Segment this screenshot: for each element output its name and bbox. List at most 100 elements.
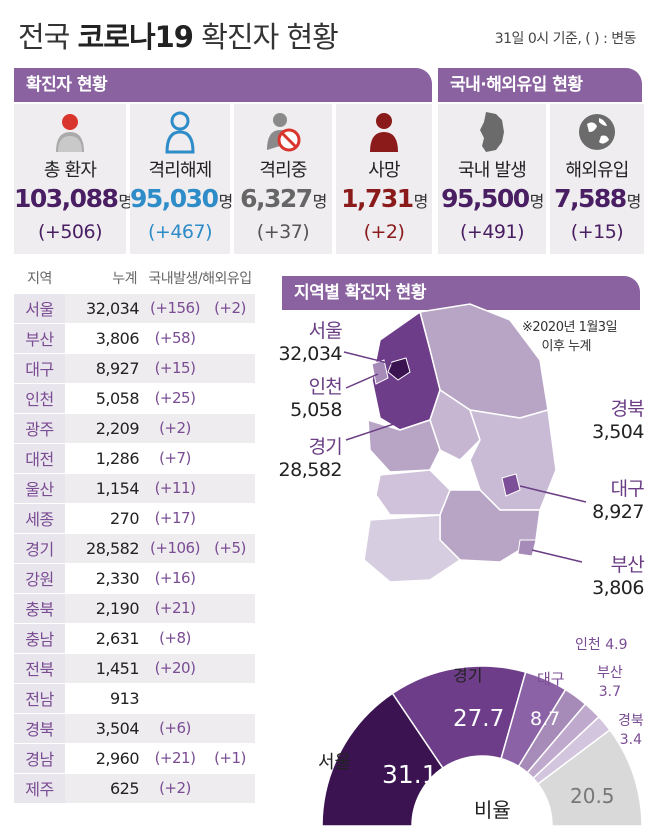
person-darkred-icon xyxy=(370,113,398,152)
card-label: 총 환자 xyxy=(43,160,97,181)
row-domestic: (+20) xyxy=(145,653,205,684)
ratio-slice-gyeonggi xyxy=(391,665,527,770)
row-abroad xyxy=(205,623,255,654)
title-prefix: 전국 xyxy=(18,20,70,54)
card-label: 격리해제 xyxy=(148,160,212,181)
row-total: 625 xyxy=(65,773,145,804)
table-row: 강원 2,330 (+16) xyxy=(14,563,255,594)
region-table: 지역 누계 국내발생/해외유입 서울 32,034 (+156) (+2) 부산 3,80… xyxy=(14,263,255,804)
row-region: 제주 xyxy=(14,773,65,804)
table-row: 울산 1,154 (+11) xyxy=(14,473,255,504)
card-domestic: 국내 발생 95,500명 (+491) xyxy=(438,104,546,254)
row-total: 270 xyxy=(65,503,145,534)
card-label: 사망 xyxy=(368,160,400,181)
card-total: 총 환자 103,088명 (+506) xyxy=(14,104,133,254)
table-row: 충남 2,631 (+8) xyxy=(14,623,255,654)
ratio-slice-other xyxy=(536,728,643,827)
korea-map xyxy=(343,303,587,583)
row-total: 2,631 xyxy=(65,623,145,654)
row-total: 3,504 xyxy=(65,713,145,744)
card-value: 103,088명 xyxy=(14,184,133,213)
card-isolated: 격리중 6,327명 (+37) xyxy=(234,104,332,254)
row-domestic: (+16) xyxy=(145,563,205,594)
table-row: 경남 2,960 (+21) (+1) xyxy=(14,743,255,774)
row-total: 28,582 xyxy=(65,533,145,564)
row-total: 2,190 xyxy=(65,593,145,624)
row-region: 충북 xyxy=(14,593,65,624)
row-total: 1,286 xyxy=(65,443,145,474)
row-total: 1,451 xyxy=(65,653,145,684)
table-row: 세종 270 (+17) xyxy=(14,503,255,534)
row-domestic: (+15) xyxy=(145,353,205,384)
header-total: 누계 xyxy=(65,263,145,294)
ratio-chart xyxy=(321,665,643,827)
ratio-incheon-label: 인천 4.9 xyxy=(575,637,628,653)
header-origin: 국내발생/해외유입 xyxy=(145,263,255,294)
row-region: 세종 xyxy=(14,503,65,534)
korea-map-icon xyxy=(480,112,504,152)
card-change: (+15) xyxy=(570,221,624,243)
table-body: 서울 32,034 (+156) (+2) 부산 3,806 (+58) 대구 8,927 (+1… xyxy=(14,293,255,804)
row-region: 울산 xyxy=(14,473,65,504)
map-section-header: 지역별 확진자 현황 xyxy=(282,276,640,310)
row-region: 경남 xyxy=(14,743,65,774)
table-row: 대구 8,927 (+15) xyxy=(14,353,255,384)
row-region: 광주 xyxy=(14,413,65,444)
row-domestic: (+11) xyxy=(145,473,205,504)
row-abroad: (+2) xyxy=(205,293,255,324)
row-total: 8,927 xyxy=(65,353,145,384)
card-change: (+2) xyxy=(363,221,405,243)
table-row: 부산 3,806 (+58) xyxy=(14,323,255,354)
card-abroad: 해외유입 7,588명 (+15) xyxy=(550,104,644,254)
card-label: 국내 발생 xyxy=(458,160,527,181)
row-total: 5,058 xyxy=(65,383,145,414)
row-abroad xyxy=(205,653,255,684)
row-domestic xyxy=(145,683,205,714)
row-region: 전남 xyxy=(14,683,65,714)
map-label-daegu: 대구 8,927 xyxy=(592,478,645,523)
ratio-gyeonggi-value: 27.7 xyxy=(453,706,505,732)
ratio-seoul-value: 31.1% xyxy=(382,760,453,789)
map-label-seoul: 서울 32,034 xyxy=(278,320,343,365)
card-change: (+467) xyxy=(147,221,213,243)
table-row: 충북 2,190 (+21) xyxy=(14,593,255,624)
row-total: 3,806 xyxy=(65,323,145,354)
title-bold: 코로나19 xyxy=(77,20,194,54)
ratio-gyeonggi-name: 경기 xyxy=(453,666,483,685)
card-value: 95,500명 xyxy=(441,184,544,213)
row-domestic: (+106) xyxy=(145,533,205,564)
person-red-icon xyxy=(56,114,84,152)
row-region: 대구 xyxy=(14,353,65,384)
row-region: 대전 xyxy=(14,443,65,474)
row-abroad xyxy=(205,713,255,744)
row-total: 2,330 xyxy=(65,563,145,594)
row-domestic: (+156) xyxy=(145,293,205,324)
row-total: 1,154 xyxy=(65,473,145,504)
row-domestic: (+7) xyxy=(145,443,205,474)
card-change: (+506) xyxy=(37,221,103,243)
table-row: 경기 28,582 (+106) (+5) xyxy=(14,533,255,564)
row-abroad: (+5) xyxy=(205,533,255,564)
ratio-daegu-name: 대구 xyxy=(537,670,565,688)
basis-note: 31일 0시 기준, ( ) : 변동 xyxy=(494,31,637,47)
card-label: 격리중 xyxy=(259,160,307,181)
row-abroad xyxy=(205,563,255,594)
ratio-slice-seoul xyxy=(321,692,444,827)
confirmed-cards: 총 환자 103,088명 (+506) 격리해제 95,030명 (+467)… xyxy=(14,104,432,254)
row-region: 부산 xyxy=(14,323,65,354)
page-title: 전국 코로나19 확진자 현황 xyxy=(18,14,339,56)
map-label-gyeongbuk: 경북 3,504 xyxy=(592,398,645,443)
table-row: 대전 1,286 (+7) xyxy=(14,443,255,474)
row-region: 충남 xyxy=(14,623,65,654)
card-label: 해외유입 xyxy=(565,160,629,181)
card-change: (+37) xyxy=(256,221,310,243)
card-value: 1,731명 xyxy=(341,184,428,213)
origin-section-header: 국내·해외유입 현황 xyxy=(438,68,642,102)
row-total: 32,034 xyxy=(65,293,145,324)
table-row: 제주 625 (+2) xyxy=(14,773,255,804)
card-value: 95,030명 xyxy=(130,184,233,213)
table-header: 지역 누계 국내발생/해외유입 xyxy=(14,263,255,294)
row-region: 서울 xyxy=(14,293,65,324)
ratio-center-label: 비율 xyxy=(474,798,511,822)
row-region: 경기 xyxy=(14,533,65,564)
